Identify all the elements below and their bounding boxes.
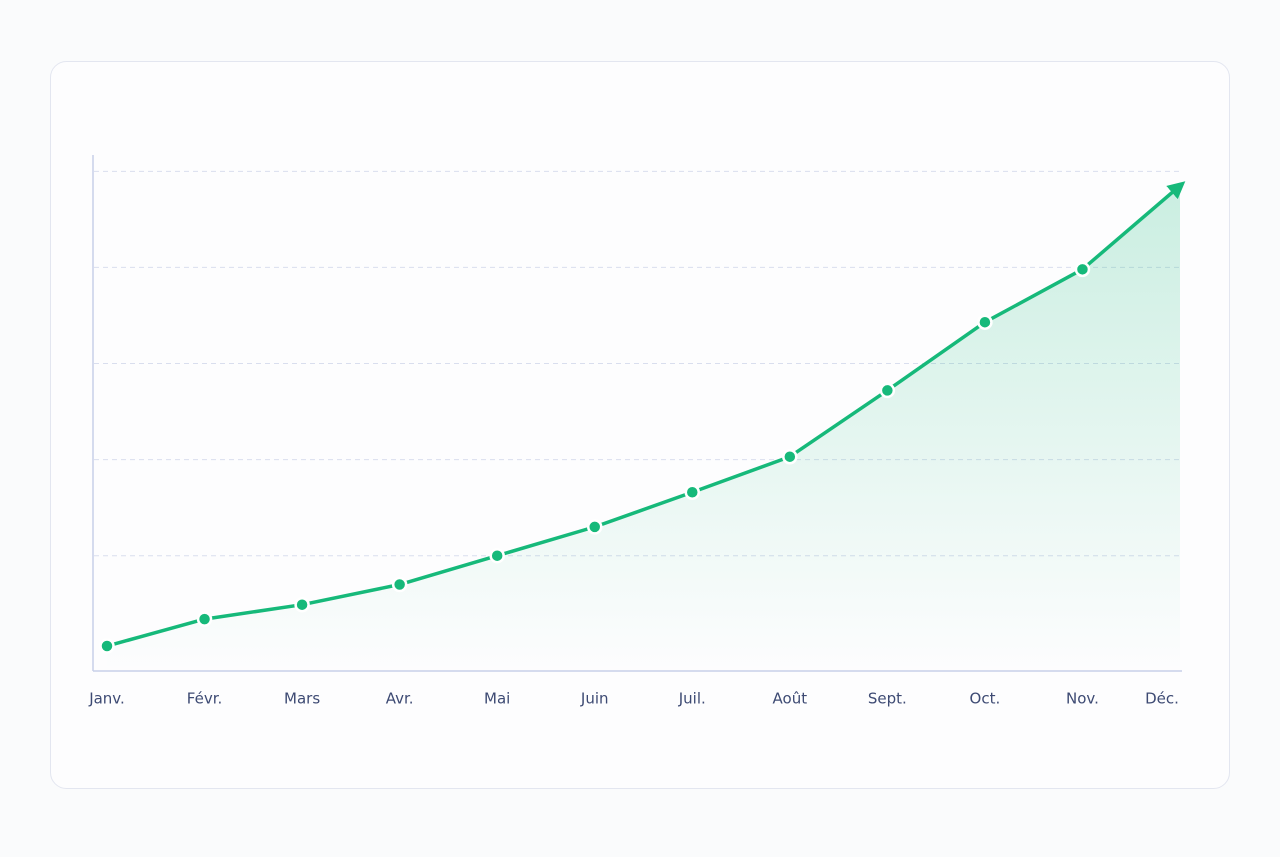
x-tick-label: Janv. [88, 690, 125, 708]
x-tick-label: Juin [580, 690, 609, 708]
point [977, 314, 993, 330]
area [107, 185, 1180, 671]
x-tick-label: Août [773, 690, 808, 708]
point [1074, 261, 1091, 278]
x-tick-label: Févr. [187, 690, 222, 708]
point [879, 382, 896, 399]
x-tick-label: Mai [484, 690, 510, 708]
x-tick-label: Déc. [1145, 690, 1179, 708]
x-tick-label: Juil. [678, 690, 706, 708]
point [391, 576, 408, 593]
point [99, 638, 115, 654]
point [294, 596, 310, 613]
point [782, 448, 798, 465]
x-tick-label: Nov. [1066, 690, 1099, 708]
line [106, 181, 1186, 648]
point [586, 519, 603, 535]
point [684, 484, 701, 501]
point [196, 611, 213, 627]
x-tick-label: Mars [284, 690, 320, 708]
x-tick-label: Avr. [386, 690, 414, 708]
x-tick-label: Oct. [970, 690, 1001, 708]
x-tick-label: Sept. [868, 690, 907, 708]
point [489, 547, 505, 564]
